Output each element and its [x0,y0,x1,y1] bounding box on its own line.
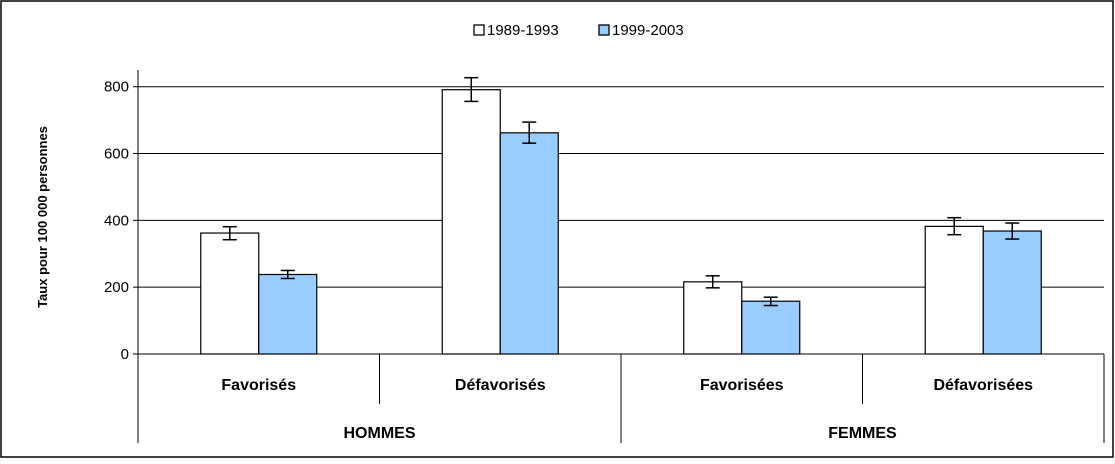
bar [258,273,318,355]
error-bars [222,76,1020,307]
bar [982,230,1042,355]
bar [683,281,743,355]
y-tick-label: 0 [121,346,129,363]
y-axis-ticks: 0 200 400 600 800 [104,79,138,363]
bar [741,300,801,355]
legend-label: 1989-1993 [487,22,559,39]
legend-label: 1999-2003 [612,22,684,39]
y-axis-title: Taux pour 100 000 personnes [35,126,50,308]
legend-swatch [473,24,485,36]
bar [499,132,559,355]
bar [924,225,984,355]
bar [200,232,260,355]
category-label: Défavorisés [455,377,546,394]
y-tick-label: 800 [104,79,129,96]
y-tick-label: 200 [104,279,129,296]
legend-swatch [598,24,610,36]
x-axis-labels: Favorisés Défavorisés Favorisées Défavorisé… [221,377,1033,442]
category-label: Favorisés [221,377,296,394]
group-label: HOMMES [344,425,416,442]
group-label: FEMMES [828,425,897,442]
y-tick-label: 400 [104,212,129,229]
bar [441,89,501,355]
category-label: Favorisées [700,377,784,394]
bars [200,89,1042,355]
category-label: Défavorisées [933,377,1033,394]
y-tick-label: 600 [104,146,129,163]
legend: 1989-1993 1999-2003 [473,22,684,39]
